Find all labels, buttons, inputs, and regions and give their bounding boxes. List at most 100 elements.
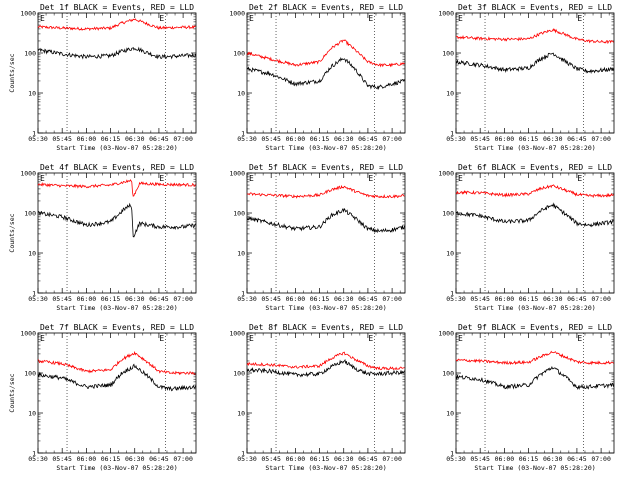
x-tick-label: 05:45 (52, 455, 72, 463)
x-tick-label: 06:15 (310, 135, 330, 143)
y-tick-label: 1000 (20, 10, 36, 18)
x-axis-label: Start Time (03-Nov-07 05:28:20) (265, 464, 386, 472)
panel-det-9: Det 9f BLACK = Events, RED = LLD 1 10 100 10… (438, 323, 615, 472)
x-tick-label: 06:15 (101, 135, 121, 143)
y-tick-label: 1000 (438, 10, 454, 18)
x-tick-label: 05:30 (446, 295, 466, 303)
x-tick-label: 06:45 (358, 455, 378, 463)
y-tick-label: 1 (32, 450, 36, 458)
x-tick-label: 06:45 (567, 295, 587, 303)
x-tick-label: 05:45 (470, 295, 490, 303)
panel-det-2: Det 2f BLACK = Events, RED = LLD 1 10 100 10… (229, 3, 406, 152)
event-marker-label: E (159, 334, 164, 343)
series-line-lld (246, 39, 405, 68)
y-tick-label: 100 (442, 210, 454, 218)
y-tick-label: 10 (446, 250, 454, 258)
series-line-events (37, 363, 196, 392)
event-marker-label: E (577, 334, 582, 343)
x-axis-label: Start Time (03-Nov-07 05:28:20) (56, 144, 177, 152)
x-tick-label: 06:15 (310, 295, 330, 303)
x-tick-label: 06:45 (567, 135, 587, 143)
x-tick-label: 06:15 (519, 295, 539, 303)
panel-det-6: Det 6f BLACK = Events, RED = LLD 1 10 100 10… (438, 163, 615, 312)
axes-frame (455, 172, 615, 294)
x-tick-label: 06:30 (334, 455, 354, 463)
x-tick-label: 06:15 (101, 455, 121, 463)
axes-frame (246, 172, 406, 294)
y-axis-label: Counts/sec (8, 213, 16, 252)
x-tick-label: 05:30 (28, 135, 48, 143)
y-tick-label: 1000 (229, 10, 245, 18)
series-line-lld (455, 184, 614, 199)
y-tick-label: 1 (32, 130, 36, 138)
event-marker-label: E (458, 174, 463, 183)
event-marker-label: E (40, 174, 45, 183)
panel-title: Det 7f BLACK = Events, RED = LLD (40, 323, 194, 332)
x-tick-label: 06:15 (519, 455, 539, 463)
series-line-events (37, 202, 196, 238)
x-axis-label: Start Time (03-Nov-07 05:28:20) (56, 304, 177, 312)
axes-frame (246, 332, 406, 454)
y-tick-label: 1 (450, 130, 454, 138)
y-tick-label: 1000 (229, 330, 245, 338)
event-marker-label: E (368, 14, 373, 23)
series-line-events (246, 358, 405, 378)
x-tick-label: 05:45 (261, 455, 281, 463)
y-tick-label: 10 (237, 90, 245, 98)
series-line-lld (37, 350, 196, 376)
event-marker-label: E (458, 14, 463, 23)
x-tick-label: 05:30 (446, 135, 466, 143)
x-tick-label: 07:00 (173, 455, 193, 463)
x-tick-label: 05:45 (52, 295, 72, 303)
y-tick-label: 10 (28, 410, 36, 418)
x-tick-label: 06:15 (519, 135, 539, 143)
x-tick-label: 05:30 (237, 295, 257, 303)
event-marker-label: E (458, 334, 463, 343)
axes-frame (246, 12, 406, 134)
y-tick-label: 1 (450, 290, 454, 298)
panel-title: Det 5f BLACK = Events, RED = LLD (249, 163, 403, 172)
x-tick-label: 06:45 (567, 455, 587, 463)
x-tick-label: 05:45 (261, 295, 281, 303)
x-tick-label: 06:45 (149, 295, 169, 303)
x-tick-label: 07:00 (591, 295, 611, 303)
axes-frame (37, 332, 197, 454)
x-axis-label: Start Time (03-Nov-07 05:28:20) (56, 464, 177, 472)
y-tick-label: 100 (442, 50, 454, 58)
x-tick-label: 05:30 (28, 295, 48, 303)
y-tick-label: 100 (24, 50, 36, 58)
x-tick-label: 05:45 (470, 455, 490, 463)
y-tick-label: 100 (442, 370, 454, 378)
x-tick-label: 06:30 (125, 135, 145, 143)
event-marker-label: E (577, 14, 582, 23)
y-tick-label: 10 (446, 410, 454, 418)
y-axis-label: Counts/sec (8, 373, 16, 412)
x-axis-label: Start Time (03-Nov-07 05:28:20) (474, 464, 595, 472)
axes-frame (455, 332, 615, 454)
x-tick-label: 06:15 (101, 295, 121, 303)
x-tick-label: 06:30 (543, 135, 563, 143)
x-tick-label: 07:00 (591, 135, 611, 143)
x-tick-label: 05:30 (446, 455, 466, 463)
y-tick-label: 10 (446, 90, 454, 98)
x-tick-label: 06:30 (543, 455, 563, 463)
x-tick-label: 06:30 (334, 295, 354, 303)
axes-frame (455, 12, 615, 134)
y-tick-label: 1000 (20, 330, 36, 338)
x-tick-label: 06:30 (543, 295, 563, 303)
x-axis-label: Start Time (03-Nov-07 05:28:20) (265, 144, 386, 152)
x-tick-label: 05:45 (470, 135, 490, 143)
panel-det-8: Det 8f BLACK = Events, RED = LLD 1 10 100 10… (229, 323, 406, 472)
x-tick-label: 07:00 (382, 455, 402, 463)
panel-det-1: Det 1f BLACK = Events, RED = LLD 1 10 100 10… (8, 3, 197, 152)
event-marker-label: E (40, 334, 45, 343)
series-line-events (455, 52, 614, 74)
y-tick-label: 100 (233, 370, 245, 378)
x-tick-label: 06:00 (286, 295, 306, 303)
y-axis-label: Counts/sec (8, 53, 16, 92)
axes-frame (37, 12, 197, 134)
y-tick-label: 1000 (438, 330, 454, 338)
x-tick-label: 06:30 (334, 135, 354, 143)
series-line-lld (455, 28, 614, 45)
